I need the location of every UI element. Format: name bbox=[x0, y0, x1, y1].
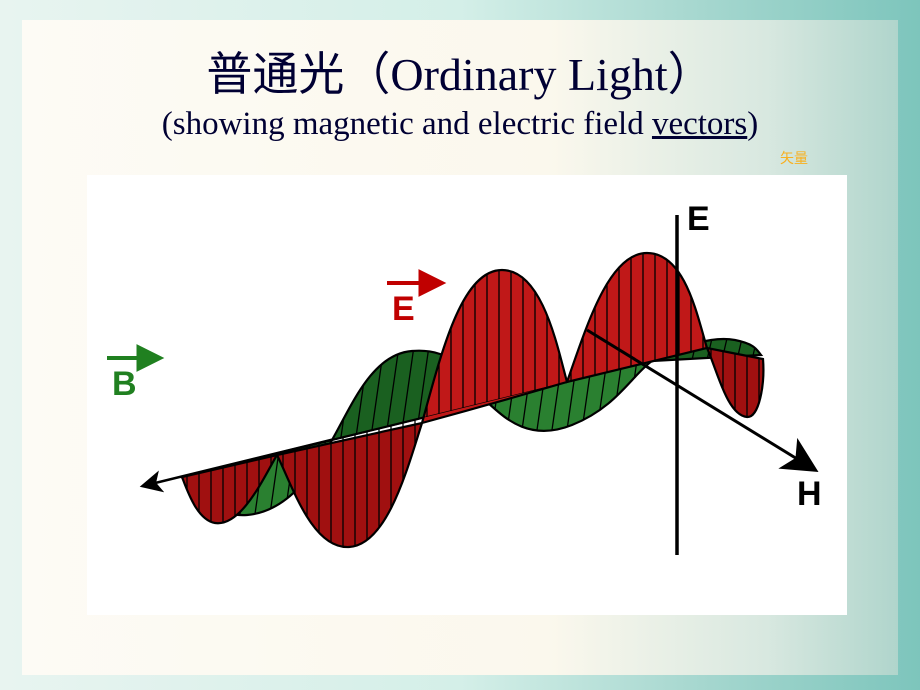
title-main: 普通光（Ordinary Light） bbox=[22, 38, 898, 104]
title-block: 普通光（Ordinary Light） (showing magnetic an… bbox=[22, 20, 898, 143]
subtitle-underlined: vectors bbox=[652, 106, 747, 142]
paren-close: ） bbox=[668, 49, 714, 100]
subtitle-prefix: (showing magnetic and electric field bbox=[162, 106, 652, 142]
title-cn: 普通光 bbox=[206, 49, 344, 100]
slide: 普通光（Ordinary Light） (showing magnetic an… bbox=[22, 20, 898, 675]
svg-text:B: B bbox=[112, 365, 137, 403]
em-wave-figure: E H E B bbox=[87, 175, 847, 615]
paren-open: （ bbox=[344, 49, 390, 100]
em-wave-svg: E H E B bbox=[87, 175, 847, 615]
vector-B-label: B bbox=[107, 358, 155, 403]
title-en: Ordinary Light bbox=[390, 49, 667, 100]
svg-text:E: E bbox=[392, 290, 415, 328]
axis-label-E: E bbox=[687, 200, 710, 238]
vector-E-label: E bbox=[387, 283, 437, 328]
title-sub: (showing magnetic and electric field vec… bbox=[22, 106, 898, 143]
subtitle-suffix: ) bbox=[747, 106, 758, 142]
axis-label-H: H bbox=[797, 475, 822, 513]
annotation-tiny: 矢量 bbox=[780, 148, 808, 168]
